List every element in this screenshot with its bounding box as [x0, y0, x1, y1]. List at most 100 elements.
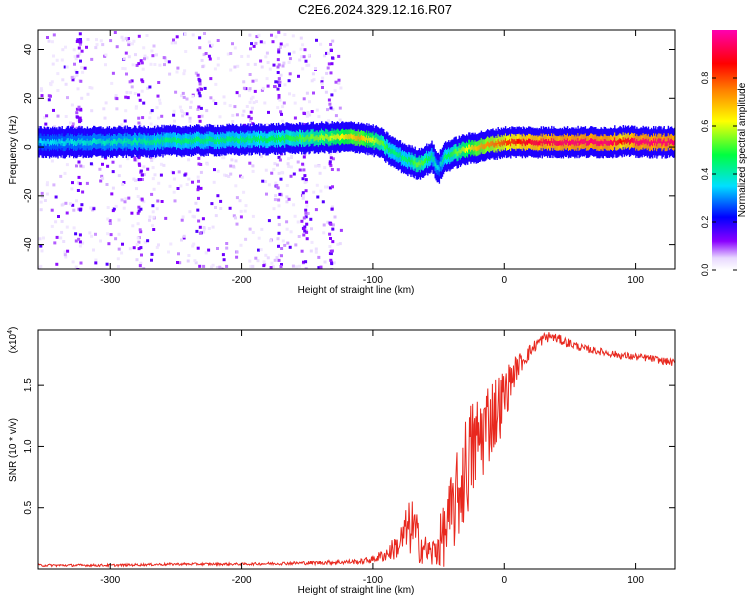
spectrogram-noise-cell — [60, 203, 64, 207]
spectrogram-noise-cell — [337, 81, 341, 85]
spectrogram-noise-cell — [142, 46, 146, 50]
spectrogram-noise-cell — [162, 163, 166, 167]
spectrogram-noise-cell — [251, 231, 255, 234]
spectrogram-noise-cell — [130, 85, 134, 89]
spectrogram-noise-cell — [121, 38, 125, 42]
spectrogram-noise-cell — [251, 264, 255, 268]
spectrogram-noise-cell — [184, 50, 188, 53]
spectrogram-noise-cell — [151, 177, 155, 181]
spectrogram-noise-cell — [305, 91, 309, 95]
spectrogram-noise-cell — [72, 75, 76, 79]
snr-x-axis-label: Height of straight line (km) — [298, 585, 415, 596]
spectrogram-noise-cell — [255, 35, 259, 39]
spectrogram-noise-cell — [86, 92, 90, 96]
spectrogram-noise-cell — [172, 113, 176, 117]
spectrogram-noise-cell — [321, 200, 325, 204]
spectrogram-noise-cell — [70, 75, 74, 79]
spectrogram-noise-cell — [197, 115, 201, 119]
spectrogram-noise-cell — [143, 240, 147, 244]
spectrogram-noise-cell — [301, 191, 305, 195]
spectrogram-noise-cell — [281, 239, 285, 243]
spectrogram-ridge-layer — [38, 121, 675, 184]
y-tick-label: 1.5 — [23, 378, 34, 392]
spectrogram-noise-cell — [238, 94, 241, 98]
spectrogram-noise-cell — [60, 58, 64, 62]
spectrogram-noise-cell — [317, 164, 321, 168]
spectrogram-noise-cell — [105, 183, 109, 186]
spectrogram-noise-cell — [52, 108, 55, 112]
spectrogram-noise-cell — [288, 57, 292, 61]
spectrogram-noise-cell — [89, 162, 93, 166]
spectrogram-noise-cell — [328, 152, 332, 156]
spectrogram-noise-cell — [260, 88, 264, 92]
spectrogram-noise-cell — [117, 247, 121, 251]
spectrogram-noise-cell — [167, 250, 170, 254]
spectrogram-noise-cell — [100, 174, 104, 178]
spectrogram-noise-cell — [322, 223, 326, 227]
spectrogram-noise-cell — [264, 55, 268, 59]
spectrogram-noise-cell — [275, 184, 279, 187]
spectrogram-noise-cell — [124, 109, 128, 113]
spectrogram-noise-cell — [73, 62, 76, 66]
spectrogram-noise-cell — [329, 156, 333, 160]
spectrogram-noise-cell — [250, 42, 253, 46]
spectrogram-noise-cell — [194, 71, 198, 75]
spectrogram-noise-cell — [123, 200, 127, 204]
spectrogram-noise-cell — [270, 171, 274, 175]
y-tick-label: 40 — [23, 44, 34, 56]
spectrogram-noise-cell — [117, 218, 121, 222]
spectrogram-noise-cell — [124, 95, 128, 99]
spectrogram-noise-cell — [337, 54, 341, 58]
spectrogram-noise-cell — [336, 242, 340, 246]
spectrogram-noise-cell — [77, 160, 81, 164]
spectrogram-noise-cell — [81, 241, 85, 245]
spectrogram-noise-cell — [267, 183, 271, 187]
spectrogram-noise-cell — [50, 159, 54, 163]
spectrogram-noise-cell — [139, 266, 143, 269]
spectrogram-noise-cell — [79, 108, 83, 112]
spectrogram-noise-cell — [325, 71, 329, 75]
x-tick-label: -100 — [363, 575, 383, 586]
spectrogram-noise-cell — [231, 120, 235, 123]
spectrogram-noise-cell — [152, 215, 156, 219]
spectrogram-noise-cell — [188, 119, 192, 123]
spectrogram-noise-cell — [138, 197, 142, 201]
spectrogram-noise-cell — [211, 225, 215, 229]
spectrogram-noise-cell — [196, 185, 200, 189]
spectrogram-noise-cell — [55, 262, 59, 266]
spectrogram-noise-cell — [39, 264, 43, 268]
spectrogram-noise-cell — [52, 54, 55, 58]
spectrogram-noise-cell — [150, 109, 154, 113]
figure-title: C2E6.2024.329.12.16.R07 — [298, 2, 452, 17]
spectrogram-noise-cell — [302, 155, 306, 159]
spectrogram-noise-cell — [192, 215, 196, 219]
spectrogram-noise-cell — [198, 119, 202, 123]
spectrogram-noise-cell — [185, 183, 189, 186]
spectrogram-noise-cell — [196, 188, 200, 192]
spectrogram-noise-cell — [242, 86, 246, 90]
spectrogram-noise-cell — [80, 203, 84, 207]
spectrogram-noise-cell — [62, 240, 66, 243]
spectrogram-noise-cell — [94, 46, 98, 50]
spectrogram-noise-cell — [191, 180, 194, 184]
spectrogram-noise-cell — [141, 80, 145, 84]
spectrogram-noise-cell — [223, 173, 226, 177]
spectrogram-noise-cell — [182, 236, 186, 240]
spectrogram-noise-cell — [182, 112, 186, 115]
spectrogram-noise-cell — [136, 211, 140, 215]
spectrogram-noise-cell — [181, 215, 185, 219]
spectrogram-noise-cell — [333, 89, 337, 93]
spectrogram-noise-cell — [92, 207, 96, 211]
spectrogram-noise-cell — [180, 218, 184, 222]
spectrogram-noise-cell — [295, 265, 298, 269]
spectrogram-noise-cell — [277, 96, 281, 100]
spectrogram-noise-cell — [277, 155, 281, 159]
spectrogram-noise-cell — [231, 42, 234, 46]
spectrogram-noise-cell — [77, 105, 81, 109]
spectrogram-noise-cell — [297, 264, 301, 268]
spectrogram-noise-cell — [90, 57, 94, 61]
spectrogram-noise-cell — [163, 63, 166, 67]
spectrogram-noise-cell — [136, 236, 140, 240]
spectrogram-noise-cell — [64, 82, 68, 86]
spectrogram-noise-cell — [139, 169, 143, 173]
